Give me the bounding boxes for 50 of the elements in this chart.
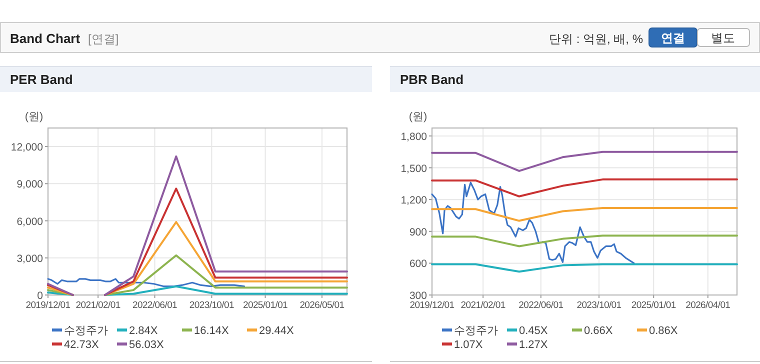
y-tick-label: 1,200 bbox=[400, 194, 428, 207]
legend-label: 1.07X bbox=[454, 339, 484, 351]
x-tick-label: 2023/10/01 bbox=[576, 300, 622, 311]
y-axis-title: (원) bbox=[24, 111, 44, 123]
legend-label: 56.03X bbox=[129, 339, 165, 351]
legend-label: 수정주가 bbox=[454, 325, 498, 337]
legend-label: 1.27X bbox=[519, 339, 548, 351]
y-tick-label: 600 bbox=[409, 258, 428, 270]
y-tick-label: 1,800 bbox=[400, 130, 428, 143]
y-tick-label: 1,500 bbox=[400, 162, 428, 175]
x-tick-label: 2026/05/01 bbox=[300, 300, 344, 311]
legend-label: 0.45X bbox=[519, 325, 548, 337]
legend-label: 수정주가 bbox=[64, 325, 108, 337]
y-tick-label: 3,000 bbox=[16, 252, 44, 265]
x-tick-label: 2025/01/01 bbox=[242, 300, 288, 311]
legend-label: 29.44X bbox=[259, 325, 295, 337]
line-series bbox=[431, 234, 738, 248]
legend-label: 2.84X bbox=[129, 325, 158, 337]
x-tick-label: 2022/06/01 bbox=[132, 300, 178, 311]
text: 단위 : 억원, 배, % bbox=[548, 32, 644, 46]
legend-label: 0.66X bbox=[584, 325, 614, 337]
y-tick-label: 0 bbox=[37, 290, 44, 302]
chart-title: PBR Band bbox=[400, 72, 464, 87]
x-tick-label: 2025/01/01 bbox=[631, 300, 676, 311]
x-tick-label: 2023/10/01 bbox=[189, 300, 234, 311]
x-tick-label: 2021/02/01 bbox=[76, 300, 120, 311]
line-series bbox=[431, 207, 738, 222]
y-tick-label: 900 bbox=[409, 226, 428, 238]
legend-label: 0.86X bbox=[649, 325, 678, 337]
y-tick-label: 6,000 bbox=[16, 216, 44, 228]
legend-label: 42.73X bbox=[64, 339, 100, 351]
line-series bbox=[431, 178, 738, 198]
y-axis-title: (원) bbox=[408, 111, 428, 123]
x-tick-label: 2026/04/01 bbox=[686, 300, 730, 311]
legend-label: 16.14X bbox=[194, 325, 230, 337]
line-series bbox=[431, 182, 635, 264]
x-tick-label: 2022/06/01 bbox=[518, 300, 564, 311]
x-tick-label: 2019/12/01 bbox=[26, 300, 70, 311]
text: 연결 bbox=[661, 31, 685, 45]
text: 별도 bbox=[711, 31, 735, 45]
text: [연결] bbox=[88, 32, 119, 46]
y-tick-label: 300 bbox=[409, 290, 428, 302]
x-tick-label: 2019/12/01 bbox=[410, 300, 454, 311]
y-tick-label: 9,000 bbox=[16, 178, 44, 191]
y-tick-label: 12,000 bbox=[10, 142, 44, 154]
text: Band Chart bbox=[10, 31, 81, 46]
line-series bbox=[47, 278, 246, 288]
chart-title: PER Band bbox=[10, 72, 73, 87]
x-tick-label: 2021/02/01 bbox=[460, 300, 506, 311]
line-series bbox=[431, 150, 738, 172]
